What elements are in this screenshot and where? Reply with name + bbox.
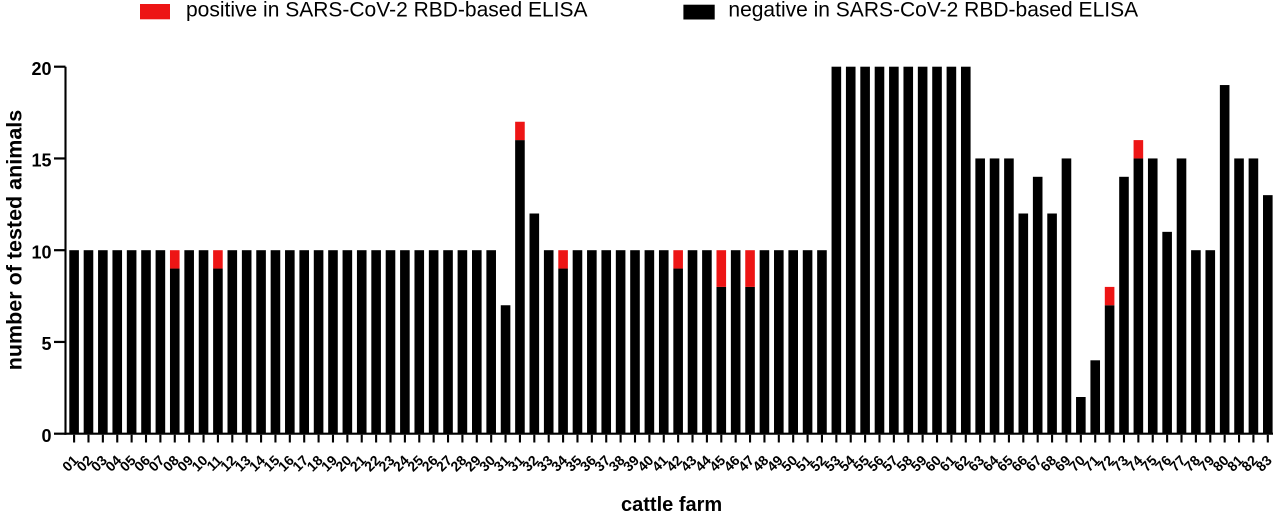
svg-text:20: 20 xyxy=(31,59,51,79)
svg-text:0: 0 xyxy=(41,426,51,446)
svg-text:10: 10 xyxy=(31,242,51,262)
svg-text:cattle farm: cattle farm xyxy=(621,494,722,514)
svg-text:positive in SARS-CoV-2 RBD-bas: positive in SARS-CoV-2 RBD-based ELISA xyxy=(186,0,588,22)
svg-text:negative in SARS-CoV-2 RBD-bas: negative in SARS-CoV-2 RBD-based ELISA xyxy=(728,0,1138,22)
svg-text:number of tested animals: number of tested animals xyxy=(3,110,27,370)
svg-text:15: 15 xyxy=(31,151,51,171)
svg-text:5: 5 xyxy=(41,334,51,354)
